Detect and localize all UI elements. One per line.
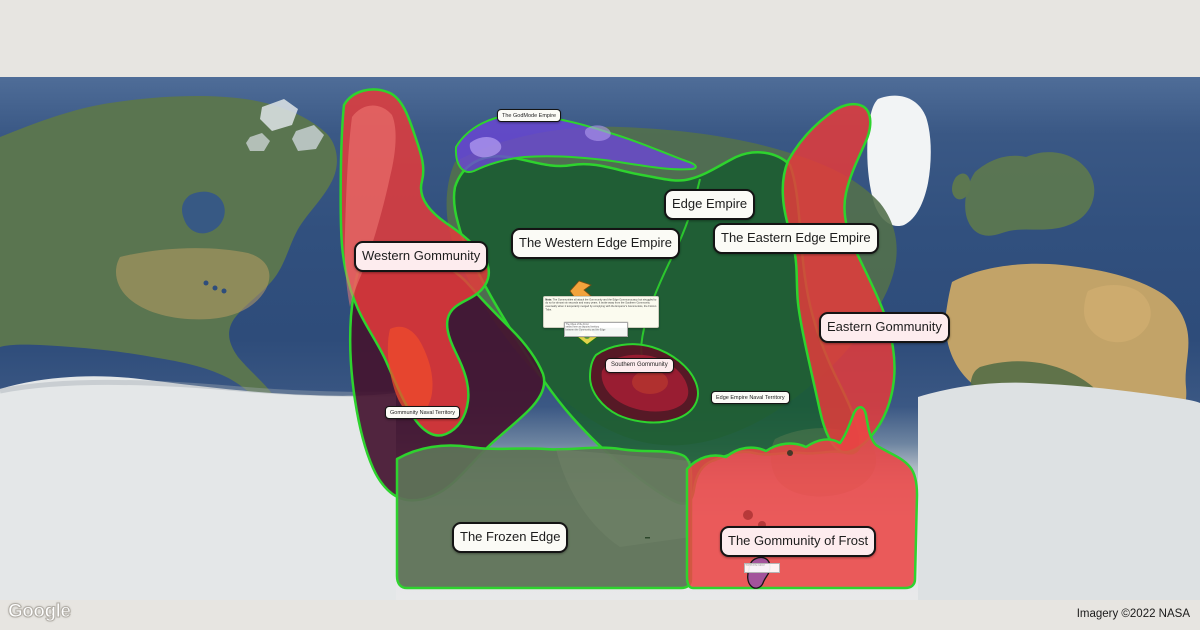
label-gommunity-of-frost: The Gommunity of Frost	[720, 526, 877, 557]
imagery-attribution: Imagery ©2022 NASA	[1076, 608, 1190, 620]
antarctica-east	[918, 382, 1200, 600]
frost-dark-patch-1	[743, 510, 753, 520]
arabia	[1084, 285, 1151, 343]
outpost-marker-label: Gommunity outpost	[744, 563, 780, 573]
label-godmode-empire: The GodMode Empire	[497, 109, 562, 123]
frozen-edge-dash	[645, 537, 650, 539]
label-edge-empire-naval: Edge Empire Naval Territory	[711, 391, 790, 405]
godmode-lilac-1	[469, 137, 502, 158]
label-southern-gommunity: Southern Gommunity	[605, 358, 674, 373]
antarctica-coast	[0, 380, 397, 397]
british-isles	[952, 173, 971, 200]
subnote-line: between the Gommunity and the Edge	[565, 328, 606, 332]
frost-dark-dot	[787, 450, 793, 456]
territory-eastern-gommunity-region[interactable]	[781, 103, 896, 454]
label-western-edge-empire: The Western Edge Empire	[511, 228, 680, 259]
note-title: Note:	[545, 297, 552, 301]
hudson-bay	[182, 191, 225, 234]
subnote-line: settled here as disputed territory	[565, 326, 599, 329]
subnote-box[interactable]: The tribes of the Frost settled here as …	[564, 322, 628, 337]
arctic-ice-2	[292, 125, 324, 151]
antarctica-west	[0, 376, 396, 600]
label-frozen-edge: The Frozen Edge	[452, 522, 569, 553]
note-body: The Gommunities all attack the Gommunity…	[545, 297, 657, 312]
us-plains	[116, 248, 270, 320]
arctic-ice-1	[260, 99, 298, 131]
label-gommunity-naval: Gommunity Naval Territory	[385, 406, 460, 420]
greenland	[867, 95, 931, 227]
great-lake-2	[212, 285, 218, 291]
arctic-ice-3	[246, 133, 270, 151]
frozen-edge-light	[556, 449, 691, 547]
label-western-gommunity: Western Gommunity	[354, 241, 489, 272]
note-text: Note: The Gommunities all attack the Gom…	[544, 297, 658, 312]
subnote-line: The tribes of the Frost	[565, 323, 589, 326]
great-lake-3	[221, 288, 227, 294]
google-logo[interactable]: Google	[7, 601, 71, 623]
label-edge-empire: Edge Empire	[664, 189, 756, 220]
europe	[965, 152, 1095, 236]
top-letterbox	[0, 0, 1200, 77]
label-eastern-gommunity: Eastern Gommunity	[819, 312, 950, 343]
southern-gommunity-core	[632, 370, 668, 394]
godmode-lilac-2	[584, 125, 611, 141]
bottom-bar	[0, 600, 1200, 630]
great-lake-1	[203, 280, 209, 286]
world-map-canvas[interactable]	[0, 77, 1200, 600]
label-eastern-edge-empire: The Eastern Edge Empire	[713, 223, 879, 254]
south-america-red-tail	[387, 326, 433, 415]
